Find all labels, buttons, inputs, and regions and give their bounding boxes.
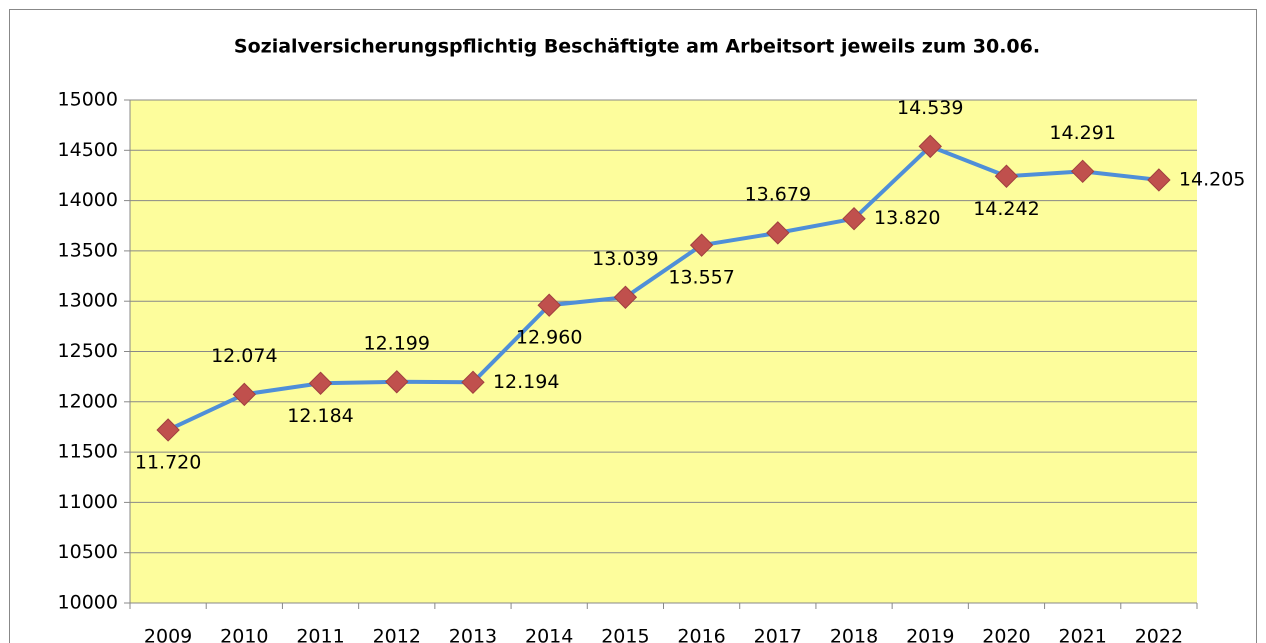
x-tick-label: 2017 (754, 626, 802, 643)
marker (689, 233, 714, 257)
x-tick-label: 2018 (830, 626, 878, 643)
marker (308, 371, 333, 395)
marker (613, 285, 638, 309)
data-label: 14.291 (1049, 122, 1115, 144)
y-tick-label: 11500 (58, 441, 118, 463)
y-tick-label: 10000 (58, 592, 118, 614)
marker (1147, 168, 1171, 192)
data-label: 14.242 (973, 198, 1039, 220)
marker (842, 207, 866, 231)
line (167, 144, 1160, 432)
marker (766, 221, 790, 245)
x-tick-label: 2016 (677, 626, 725, 643)
data-label: 11.720 (135, 451, 201, 473)
x-tick-label: 2011 (296, 626, 344, 643)
marker (994, 164, 1019, 188)
data-label: 12.074 (211, 345, 277, 367)
data-label: 12.199 (364, 332, 430, 354)
marker (461, 370, 485, 394)
y-tick-label: 11000 (58, 491, 118, 513)
x-tick-label: 2013 (449, 626, 497, 643)
x-tick-label: 2012 (373, 626, 421, 643)
y-tick-label: 14500 (58, 139, 118, 161)
x-tick-label: 2020 (982, 626, 1030, 643)
marker (156, 418, 180, 442)
y-tick-label: 15000 (58, 89, 118, 111)
data-label: 13.679 (745, 183, 811, 205)
marker (232, 382, 257, 407)
y-tick-label: 14000 (58, 189, 118, 211)
x-tick-label: 2019 (906, 626, 954, 643)
marker (918, 134, 942, 159)
x-tick-label: 2021 (1058, 626, 1106, 643)
data-label: 12.960 (516, 327, 582, 349)
data-label: 14.205 (1179, 168, 1245, 190)
y-tick-label: 13000 (58, 290, 118, 312)
x-tick-label: 2015 (601, 626, 649, 643)
marker (385, 370, 409, 394)
y-tick-label: 10500 (58, 541, 118, 563)
x-tick-label: 2014 (525, 626, 573, 643)
y-tick-label: 12000 (58, 390, 118, 412)
data-label: 13.820 (874, 207, 940, 229)
data-label: 13.039 (592, 248, 658, 270)
chart-title: Sozialversicherungspflichtig Beschäftigt… (234, 36, 1040, 58)
data-label: 12.194 (493, 371, 559, 393)
y-tick-label: 13500 (58, 239, 118, 261)
x-tick-label: 2010 (220, 626, 268, 643)
y-tick-label: 12500 (58, 340, 118, 362)
x-tick-label: 2009 (144, 626, 192, 643)
x-tick-label: 2022 (1135, 626, 1183, 643)
data-label: 12.184 (287, 405, 353, 427)
data-label: 13.557 (668, 267, 734, 289)
marker (1070, 159, 1095, 184)
data-label: 14.539 (897, 97, 963, 119)
marker (537, 293, 561, 317)
